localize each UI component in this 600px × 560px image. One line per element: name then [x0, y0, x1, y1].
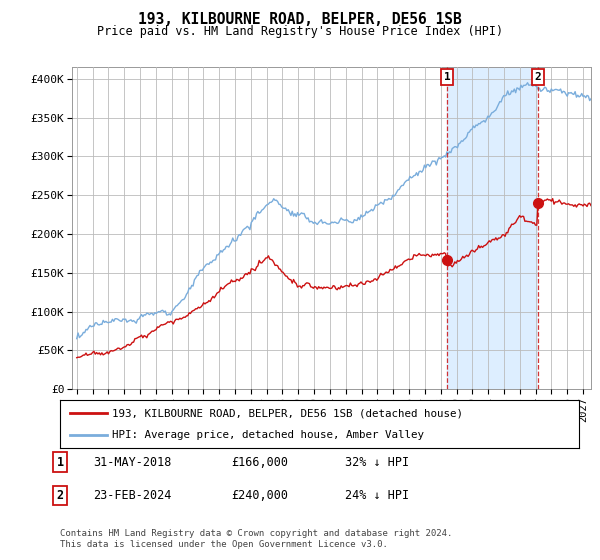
Text: 24% ↓ HPI: 24% ↓ HPI	[345, 489, 409, 502]
Text: 2: 2	[56, 489, 64, 502]
Text: 1: 1	[444, 72, 451, 82]
Text: Price paid vs. HM Land Registry's House Price Index (HPI): Price paid vs. HM Land Registry's House …	[97, 25, 503, 38]
Bar	[538, 67, 591, 389]
Text: 193, KILBOURNE ROAD, BELPER, DE56 1SB (detached house): 193, KILBOURNE ROAD, BELPER, DE56 1SB (d…	[112, 408, 463, 418]
Text: £166,000: £166,000	[231, 455, 288, 469]
Text: 32% ↓ HPI: 32% ↓ HPI	[345, 455, 409, 469]
Text: 2: 2	[535, 72, 541, 82]
Text: Contains HM Land Registry data © Crown copyright and database right 2024.
This d: Contains HM Land Registry data © Crown c…	[60, 529, 452, 549]
Bar	[538, 67, 591, 389]
Text: 193, KILBOURNE ROAD, BELPER, DE56 1SB: 193, KILBOURNE ROAD, BELPER, DE56 1SB	[138, 12, 462, 27]
Text: 23-FEB-2024: 23-FEB-2024	[93, 489, 172, 502]
Text: 1: 1	[56, 455, 64, 469]
Bar	[448, 67, 538, 389]
Text: HPI: Average price, detached house, Amber Valley: HPI: Average price, detached house, Ambe…	[112, 430, 424, 440]
Text: £240,000: £240,000	[231, 489, 288, 502]
Text: 31-MAY-2018: 31-MAY-2018	[93, 455, 172, 469]
